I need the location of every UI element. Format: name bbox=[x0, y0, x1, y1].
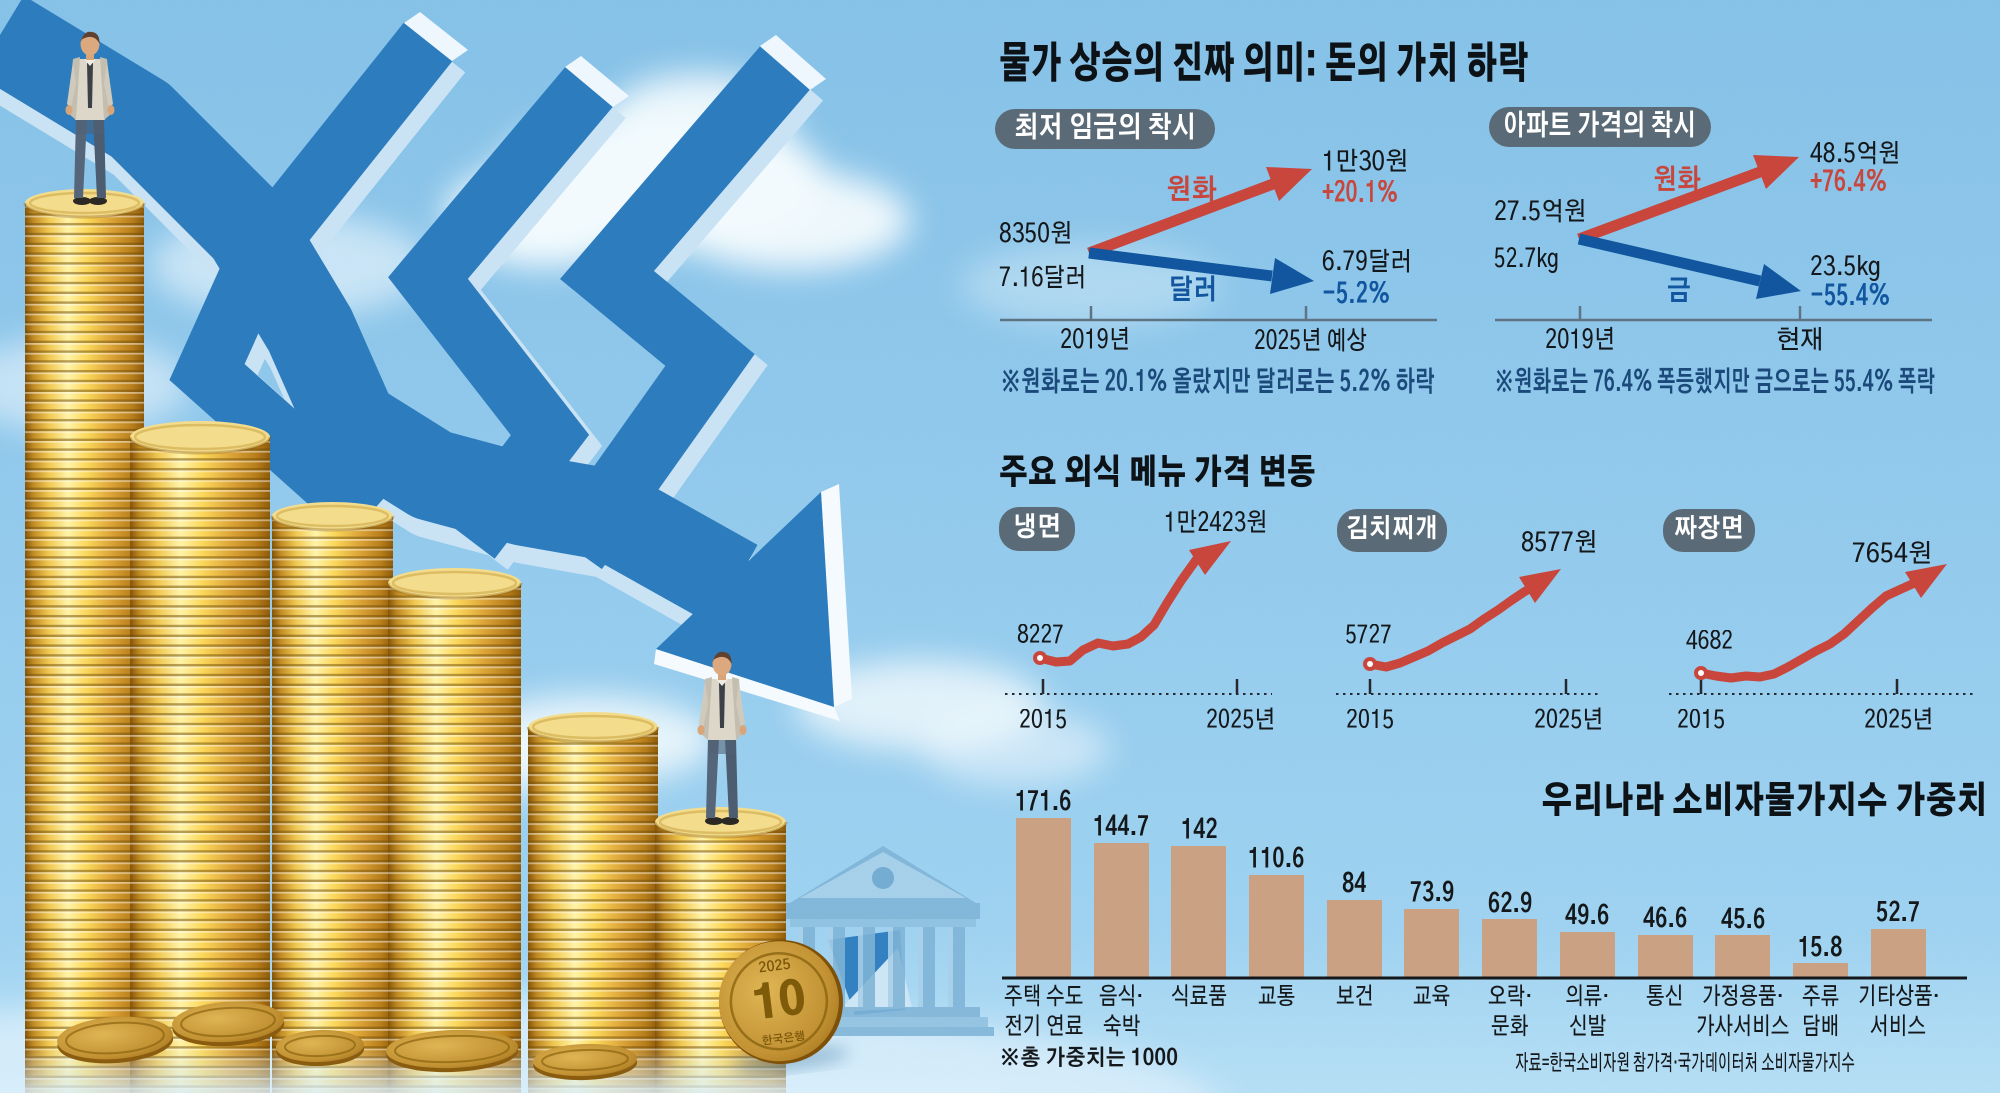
svg-text:10: 10 bbox=[750, 977, 808, 1028]
svg-text:2025: 2025 bbox=[758, 957, 792, 976]
